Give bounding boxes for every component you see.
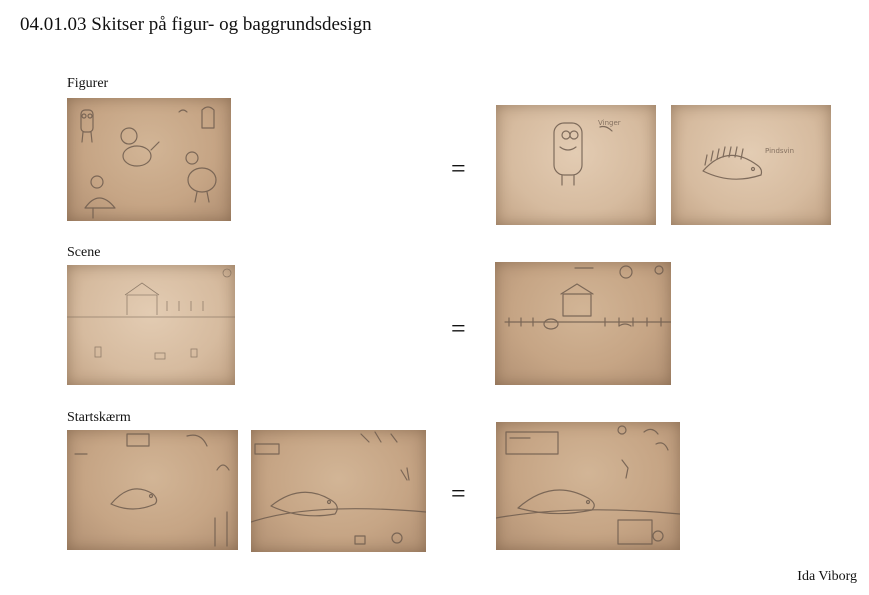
svg-text:Vinger: Vinger: [598, 119, 621, 127]
page-title: 04.01.03 Skitser på figur- og baggrundsd…: [20, 14, 372, 35]
sketch-character-final: Vinger: [496, 105, 656, 225]
svg-text:Pindsvin: Pindsvin: [765, 147, 794, 155]
equals-sign: =: [451, 154, 466, 183]
sketch-startscreen-draft-1: [67, 430, 238, 550]
equals-sign: =: [451, 479, 466, 508]
sketch-startscreen-final: [496, 422, 680, 550]
section-label-figurer: Figurer: [67, 76, 109, 91]
sketch-scene-draft: [67, 265, 235, 385]
section-label-scene: Scene: [67, 245, 101, 260]
author-name: Ida Viborg: [797, 569, 857, 584]
sketch-startscreen-draft-2: [251, 430, 426, 552]
sketch-scene-final: [495, 262, 671, 385]
sketch-hedgehog-final: Pindsvin: [671, 105, 831, 225]
sketch-figures-overview: [67, 98, 231, 221]
section-label-startskaerm: Startskærm: [67, 410, 131, 425]
equals-sign: =: [451, 314, 466, 343]
